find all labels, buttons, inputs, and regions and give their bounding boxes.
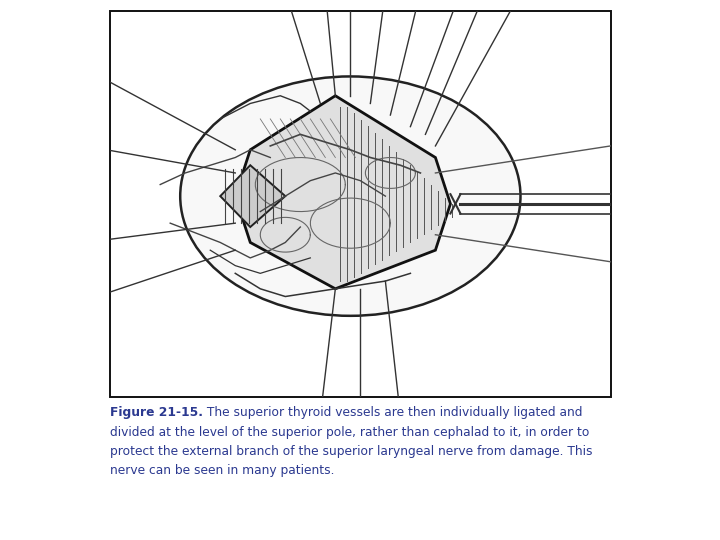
Polygon shape: [235, 96, 451, 289]
Polygon shape: [220, 165, 285, 227]
Text: divided at the level of the superior pole, rather than cephalad to it, in order : divided at the level of the superior pol…: [110, 426, 590, 438]
Text: nerve can be seen in many patients.: nerve can be seen in many patients.: [110, 464, 335, 477]
Text: Figure 21-15.: Figure 21-15.: [110, 406, 203, 419]
Text: protect the external branch of the superior laryngeal nerve from damage. This: protect the external branch of the super…: [110, 445, 593, 458]
Bar: [110, 11, 611, 397]
Text: The superior thyroid vessels are then individually ligated and: The superior thyroid vessels are then in…: [203, 406, 582, 419]
Ellipse shape: [180, 77, 521, 316]
